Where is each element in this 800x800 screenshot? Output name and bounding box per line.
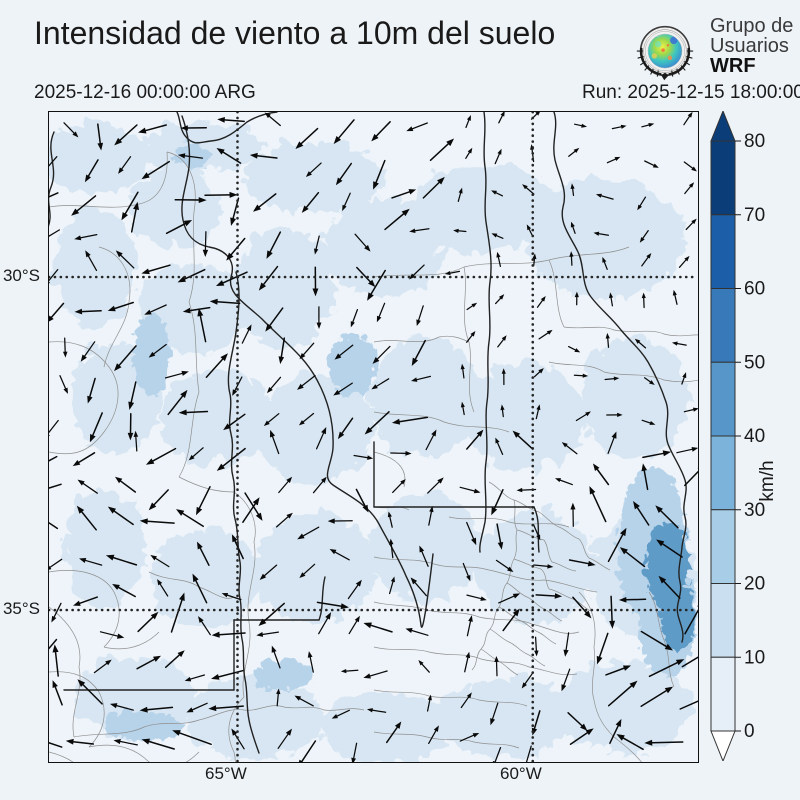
svg-text:50: 50 (744, 352, 765, 373)
svg-text:30: 30 (744, 500, 765, 521)
svg-text:20: 20 (744, 574, 765, 595)
svg-text:0: 0 (744, 721, 755, 742)
svg-text:60: 60 (744, 279, 765, 300)
svg-text:40: 40 (744, 426, 765, 447)
svg-text:80: 80 (744, 131, 765, 152)
svg-text:10: 10 (744, 647, 765, 668)
svg-text:km/h: km/h (757, 460, 778, 501)
svg-text:70: 70 (744, 205, 765, 226)
